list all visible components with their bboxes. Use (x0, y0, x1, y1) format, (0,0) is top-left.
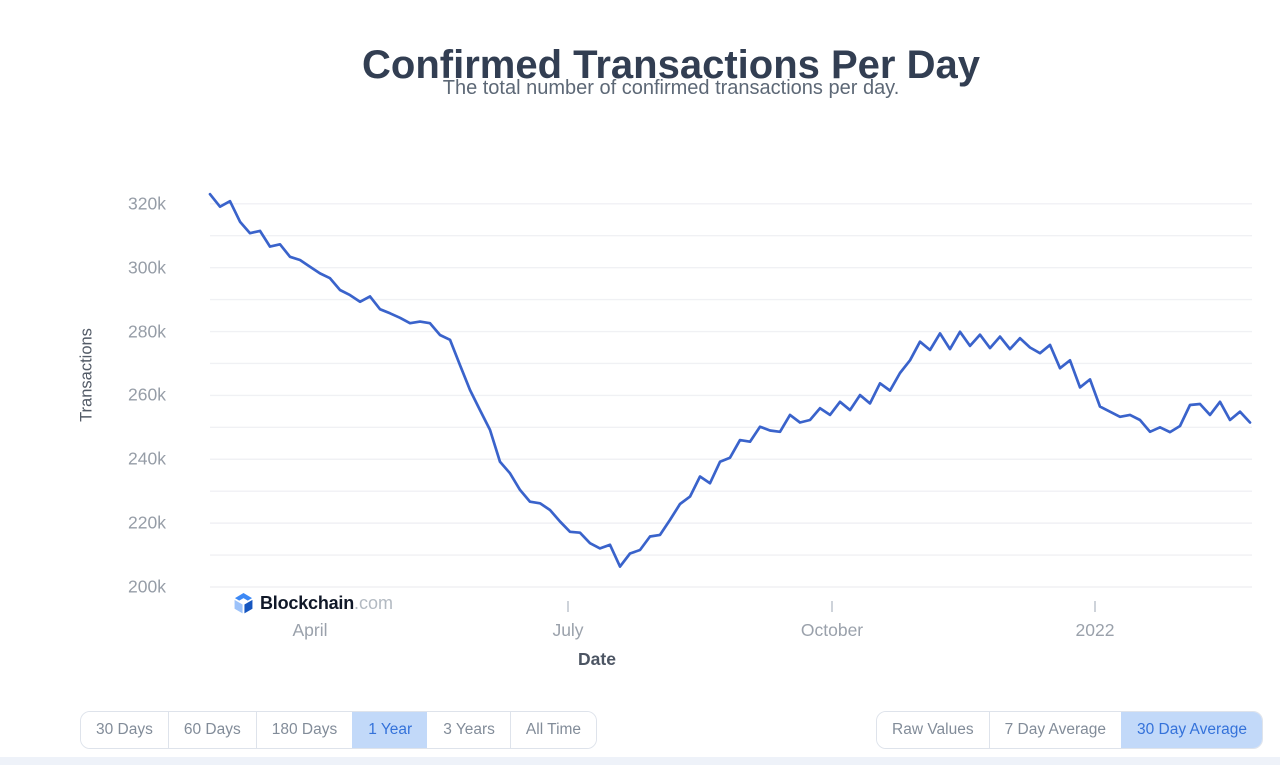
y-tick-label: 220k (128, 512, 166, 533)
blockchain-diamond-icon (234, 593, 253, 614)
time-range-button-group: 30 Days 60 Days 180 Days 1 Year 3 Years All T… (80, 711, 598, 749)
x-tick-label: July (552, 620, 584, 640)
y-tick-label: 320k (128, 193, 166, 214)
x-tick-label: October (800, 620, 864, 640)
y-axis-title: Transactions (77, 328, 96, 422)
next-section-edge (0, 757, 1280, 765)
page-title: Confirmed Transactions Per Day (362, 42, 980, 87)
y-tick-label: 240k (128, 448, 166, 469)
range-button-60-days[interactable]: 60 Days (167, 712, 256, 748)
range-button-180-days[interactable]: 180 Days (255, 712, 353, 748)
page-subtitle: The total number of confirmed transactio… (442, 77, 900, 99)
range-button-1-year[interactable]: 1 Year (352, 712, 428, 748)
aggregation-button-raw-values[interactable]: Raw Values (877, 712, 989, 748)
chart-controls: 30 Days 60 Days 180 Days 1 Year 3 Years All T… (0, 711, 1280, 751)
y-tick-label: 300k (128, 257, 166, 278)
series-line-30-day-average[interactable] (208, 192, 1252, 568)
range-button-30-days[interactable]: 30 Days (81, 712, 168, 748)
y-tick-label: 200k (128, 576, 166, 597)
watermark-domain-text: .com (354, 593, 394, 613)
range-button-3-years[interactable]: 3 Years (427, 712, 510, 748)
blockchain-watermark: Blockchain.com (234, 593, 393, 614)
x-axis-title: Date (578, 649, 616, 669)
aggregation-button-group: Raw Values 7 Day Average 30 Day Average (876, 711, 1263, 749)
y-tick-label: 260k (128, 384, 166, 405)
x-tick-label: 2022 (1075, 620, 1115, 640)
range-button-all-time[interactable]: All Time (509, 712, 597, 748)
aggregation-button-7-day-average[interactable]: 7 Day Average (988, 712, 1121, 748)
y-tick-label: 280k (128, 321, 166, 342)
x-tick-label: April (292, 620, 328, 640)
aggregation-button-30-day-average[interactable]: 30 Day Average (1120, 712, 1262, 748)
watermark-brand-text: Blockchain (260, 593, 355, 613)
